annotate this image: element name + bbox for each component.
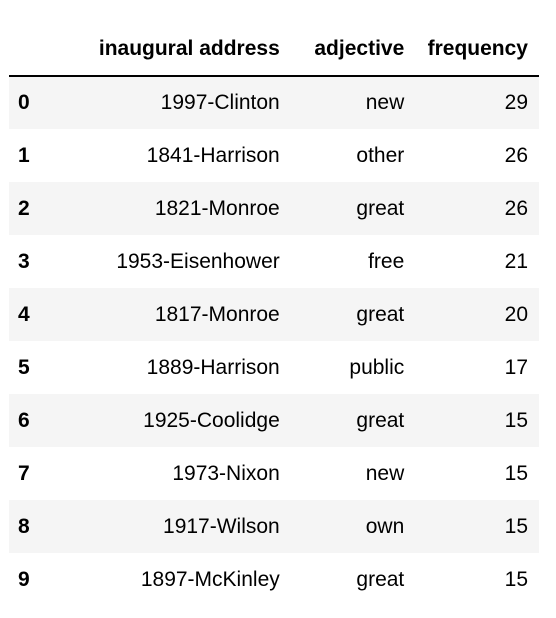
row-index: 0 bbox=[18, 91, 30, 114]
cell-inaugural-address: 1953-Eisenhower bbox=[116, 249, 280, 273]
dataframe-output: inaugural address adjective frequency 0 … bbox=[9, 22, 539, 606]
cell-inaugural-address: 1889-Harrison bbox=[146, 355, 280, 379]
cell-frequency: 15 bbox=[504, 408, 528, 432]
table-header: inaugural address adjective frequency bbox=[9, 22, 539, 77]
dataframe-table: inaugural address adjective frequency 0 … bbox=[9, 22, 539, 606]
cell-inaugural-address: 1925-Coolidge bbox=[143, 408, 280, 432]
cell-frequency: 15 bbox=[504, 567, 528, 591]
cell-adjective: great bbox=[356, 567, 405, 591]
table-row: 4 1817-Monroe great 20 bbox=[9, 288, 539, 341]
cell-adjective: free bbox=[368, 249, 405, 273]
cell-frequency: 20 bbox=[504, 302, 528, 326]
cell-frequency: 15 bbox=[504, 461, 528, 485]
cell-frequency: 26 bbox=[504, 143, 528, 167]
cell-adjective: great bbox=[356, 408, 405, 432]
table-row: 3 1953-Eisenhower free 21 bbox=[9, 235, 539, 288]
cell-adjective: public bbox=[349, 355, 405, 379]
cell-frequency: 29 bbox=[504, 91, 528, 114]
table-row: 7 1973-Nixon new 15 bbox=[9, 447, 539, 500]
header-row: inaugural address adjective frequency bbox=[9, 22, 539, 77]
column-header-adjective: adjective bbox=[290, 22, 416, 77]
row-index: 3 bbox=[18, 249, 30, 273]
row-index: 9 bbox=[18, 567, 30, 591]
cell-inaugural-address: 1897-McKinley bbox=[140, 567, 280, 591]
table-row: 5 1889-Harrison public 17 bbox=[9, 341, 539, 394]
cell-adjective: great bbox=[356, 196, 405, 220]
cell-adjective: new bbox=[365, 461, 405, 485]
cell-adjective: great bbox=[356, 302, 405, 326]
row-index: 5 bbox=[18, 355, 30, 379]
row-index: 7 bbox=[18, 461, 30, 485]
cell-frequency: 21 bbox=[504, 249, 528, 273]
table-row: 8 1917-Wilson own 15 bbox=[9, 500, 539, 553]
table-row: 2 1821-Monroe great 26 bbox=[9, 182, 539, 235]
cell-frequency: 17 bbox=[504, 355, 528, 379]
table-row: 0 1997-Clinton new 29 bbox=[9, 76, 539, 129]
table-row: 1 1841-Harrison other 26 bbox=[9, 129, 539, 182]
table-body: 0 1997-Clinton new 29 1 1841-Harrison ot… bbox=[9, 76, 539, 606]
cell-inaugural-address: 1997-Clinton bbox=[160, 91, 280, 114]
cell-inaugural-address: 1821-Monroe bbox=[154, 196, 280, 220]
index-column-header bbox=[9, 22, 44, 77]
row-index: 8 bbox=[18, 514, 30, 538]
table-row: 9 1897-McKinley great 15 bbox=[9, 553, 539, 606]
row-index: 4 bbox=[18, 302, 30, 326]
row-index: 2 bbox=[18, 196, 30, 220]
cell-frequency: 26 bbox=[504, 196, 528, 220]
cell-inaugural-address: 1917-Wilson bbox=[163, 514, 280, 538]
table-row: 6 1925-Coolidge great 15 bbox=[9, 394, 539, 447]
row-index: 6 bbox=[18, 408, 30, 432]
cell-adjective: other bbox=[356, 143, 405, 167]
cell-frequency: 15 bbox=[504, 514, 528, 538]
cell-adjective: own bbox=[365, 514, 405, 538]
column-header-inaugural-address: inaugural address bbox=[43, 22, 291, 77]
cell-inaugural-address: 1973-Nixon bbox=[172, 461, 280, 485]
cell-inaugural-address: 1841-Harrison bbox=[146, 143, 280, 167]
cell-inaugural-address: 1817-Monroe bbox=[154, 302, 280, 326]
row-index: 1 bbox=[18, 143, 30, 167]
column-header-frequency: frequency bbox=[415, 22, 539, 77]
cell-adjective: new bbox=[365, 91, 405, 114]
